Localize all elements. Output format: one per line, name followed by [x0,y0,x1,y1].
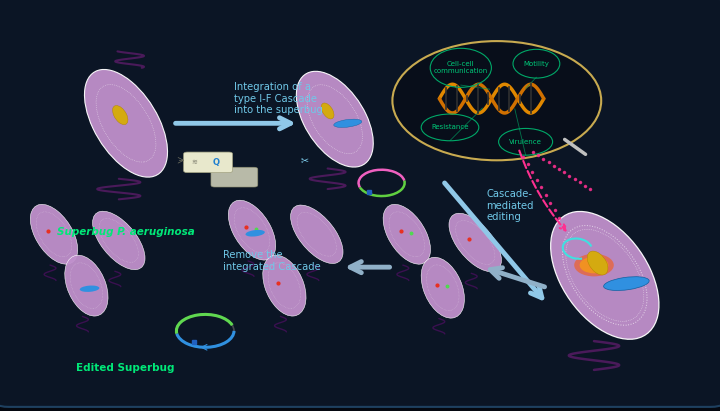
Circle shape [392,41,601,160]
Ellipse shape [603,277,649,291]
Ellipse shape [80,286,99,292]
Ellipse shape [449,213,501,272]
Ellipse shape [65,255,108,316]
Text: Q: Q [212,158,220,167]
Ellipse shape [383,204,431,264]
Ellipse shape [112,106,128,125]
Text: ≋: ≋ [192,159,197,165]
Text: Cell-cell
communication: Cell-cell communication [433,61,488,74]
Ellipse shape [588,251,608,275]
Ellipse shape [421,257,464,318]
Ellipse shape [263,255,306,316]
Ellipse shape [297,72,373,167]
Text: Cascade-
mediated
editing: Cascade- mediated editing [486,189,534,222]
Text: Virulence: Virulence [509,139,542,145]
Text: Edited Superbug: Edited Superbug [76,363,174,373]
Ellipse shape [228,200,276,260]
Text: Superbug P. aeruginosa: Superbug P. aeruginosa [57,227,195,237]
Text: Motility: Motility [523,61,549,67]
Ellipse shape [334,119,361,127]
Ellipse shape [30,204,78,264]
Ellipse shape [580,257,608,273]
Ellipse shape [84,69,168,177]
FancyBboxPatch shape [211,167,258,187]
Ellipse shape [575,254,613,276]
Text: Resistance: Resistance [431,125,469,130]
Ellipse shape [246,230,265,237]
Ellipse shape [291,205,343,263]
Text: Integration of a
type I-F Cascade
into the superbug: Integration of a type I-F Cascade into t… [234,82,323,115]
Ellipse shape [551,212,659,339]
Text: ✂: ✂ [300,155,309,165]
FancyBboxPatch shape [184,152,233,173]
Ellipse shape [93,211,145,270]
Ellipse shape [321,103,334,119]
Text: Remove the
integrated Cascade: Remove the integrated Cascade [223,250,321,272]
